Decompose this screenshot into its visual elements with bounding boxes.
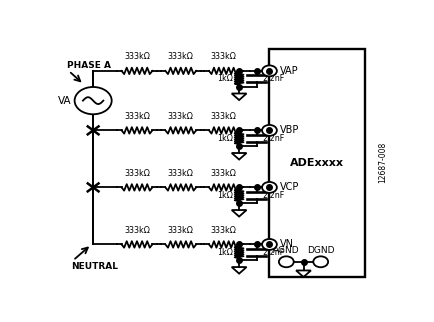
- Circle shape: [261, 65, 276, 76]
- Text: DGND: DGND: [306, 246, 334, 255]
- Text: 333kΩ: 333kΩ: [210, 169, 236, 178]
- Text: ADExxxx: ADExxxx: [289, 157, 343, 168]
- Text: AGND: AGND: [273, 246, 299, 255]
- Text: 333kΩ: 333kΩ: [210, 226, 236, 235]
- Circle shape: [261, 239, 276, 250]
- Circle shape: [261, 125, 276, 136]
- Text: 333kΩ: 333kΩ: [168, 169, 193, 178]
- Text: PHASE A: PHASE A: [67, 61, 111, 70]
- Text: 333kΩ: 333kΩ: [124, 226, 150, 235]
- Text: 2.2nF: 2.2nF: [262, 134, 284, 143]
- Text: VA: VA: [57, 96, 71, 106]
- Text: VN: VN: [279, 240, 293, 250]
- Circle shape: [75, 87, 112, 114]
- Text: NEUTRAL: NEUTRAL: [71, 262, 118, 271]
- Text: 2.2nF: 2.2nF: [262, 248, 284, 257]
- Text: 2.2nF: 2.2nF: [262, 191, 284, 200]
- Text: 1kΩ: 1kΩ: [217, 74, 233, 83]
- Text: 1kΩ: 1kΩ: [217, 134, 233, 143]
- Text: 333kΩ: 333kΩ: [168, 226, 193, 235]
- Text: 2.2nF: 2.2nF: [262, 74, 284, 83]
- Bar: [269, 49, 364, 277]
- Text: 333kΩ: 333kΩ: [210, 112, 236, 121]
- Text: VBP: VBP: [279, 125, 298, 135]
- Text: 333kΩ: 333kΩ: [124, 169, 150, 178]
- Text: VCP: VCP: [279, 182, 298, 193]
- Text: 333kΩ: 333kΩ: [168, 112, 193, 121]
- Circle shape: [312, 256, 327, 267]
- Text: 333kΩ: 333kΩ: [168, 52, 193, 62]
- Text: 333kΩ: 333kΩ: [210, 52, 236, 62]
- Circle shape: [261, 182, 276, 193]
- Text: 333kΩ: 333kΩ: [124, 112, 150, 121]
- Text: 333kΩ: 333kΩ: [124, 52, 150, 62]
- Text: 12687-008: 12687-008: [378, 142, 387, 183]
- Circle shape: [278, 256, 293, 267]
- Text: 1kΩ: 1kΩ: [217, 248, 233, 257]
- Text: VAP: VAP: [279, 66, 298, 76]
- Text: 1kΩ: 1kΩ: [217, 191, 233, 200]
